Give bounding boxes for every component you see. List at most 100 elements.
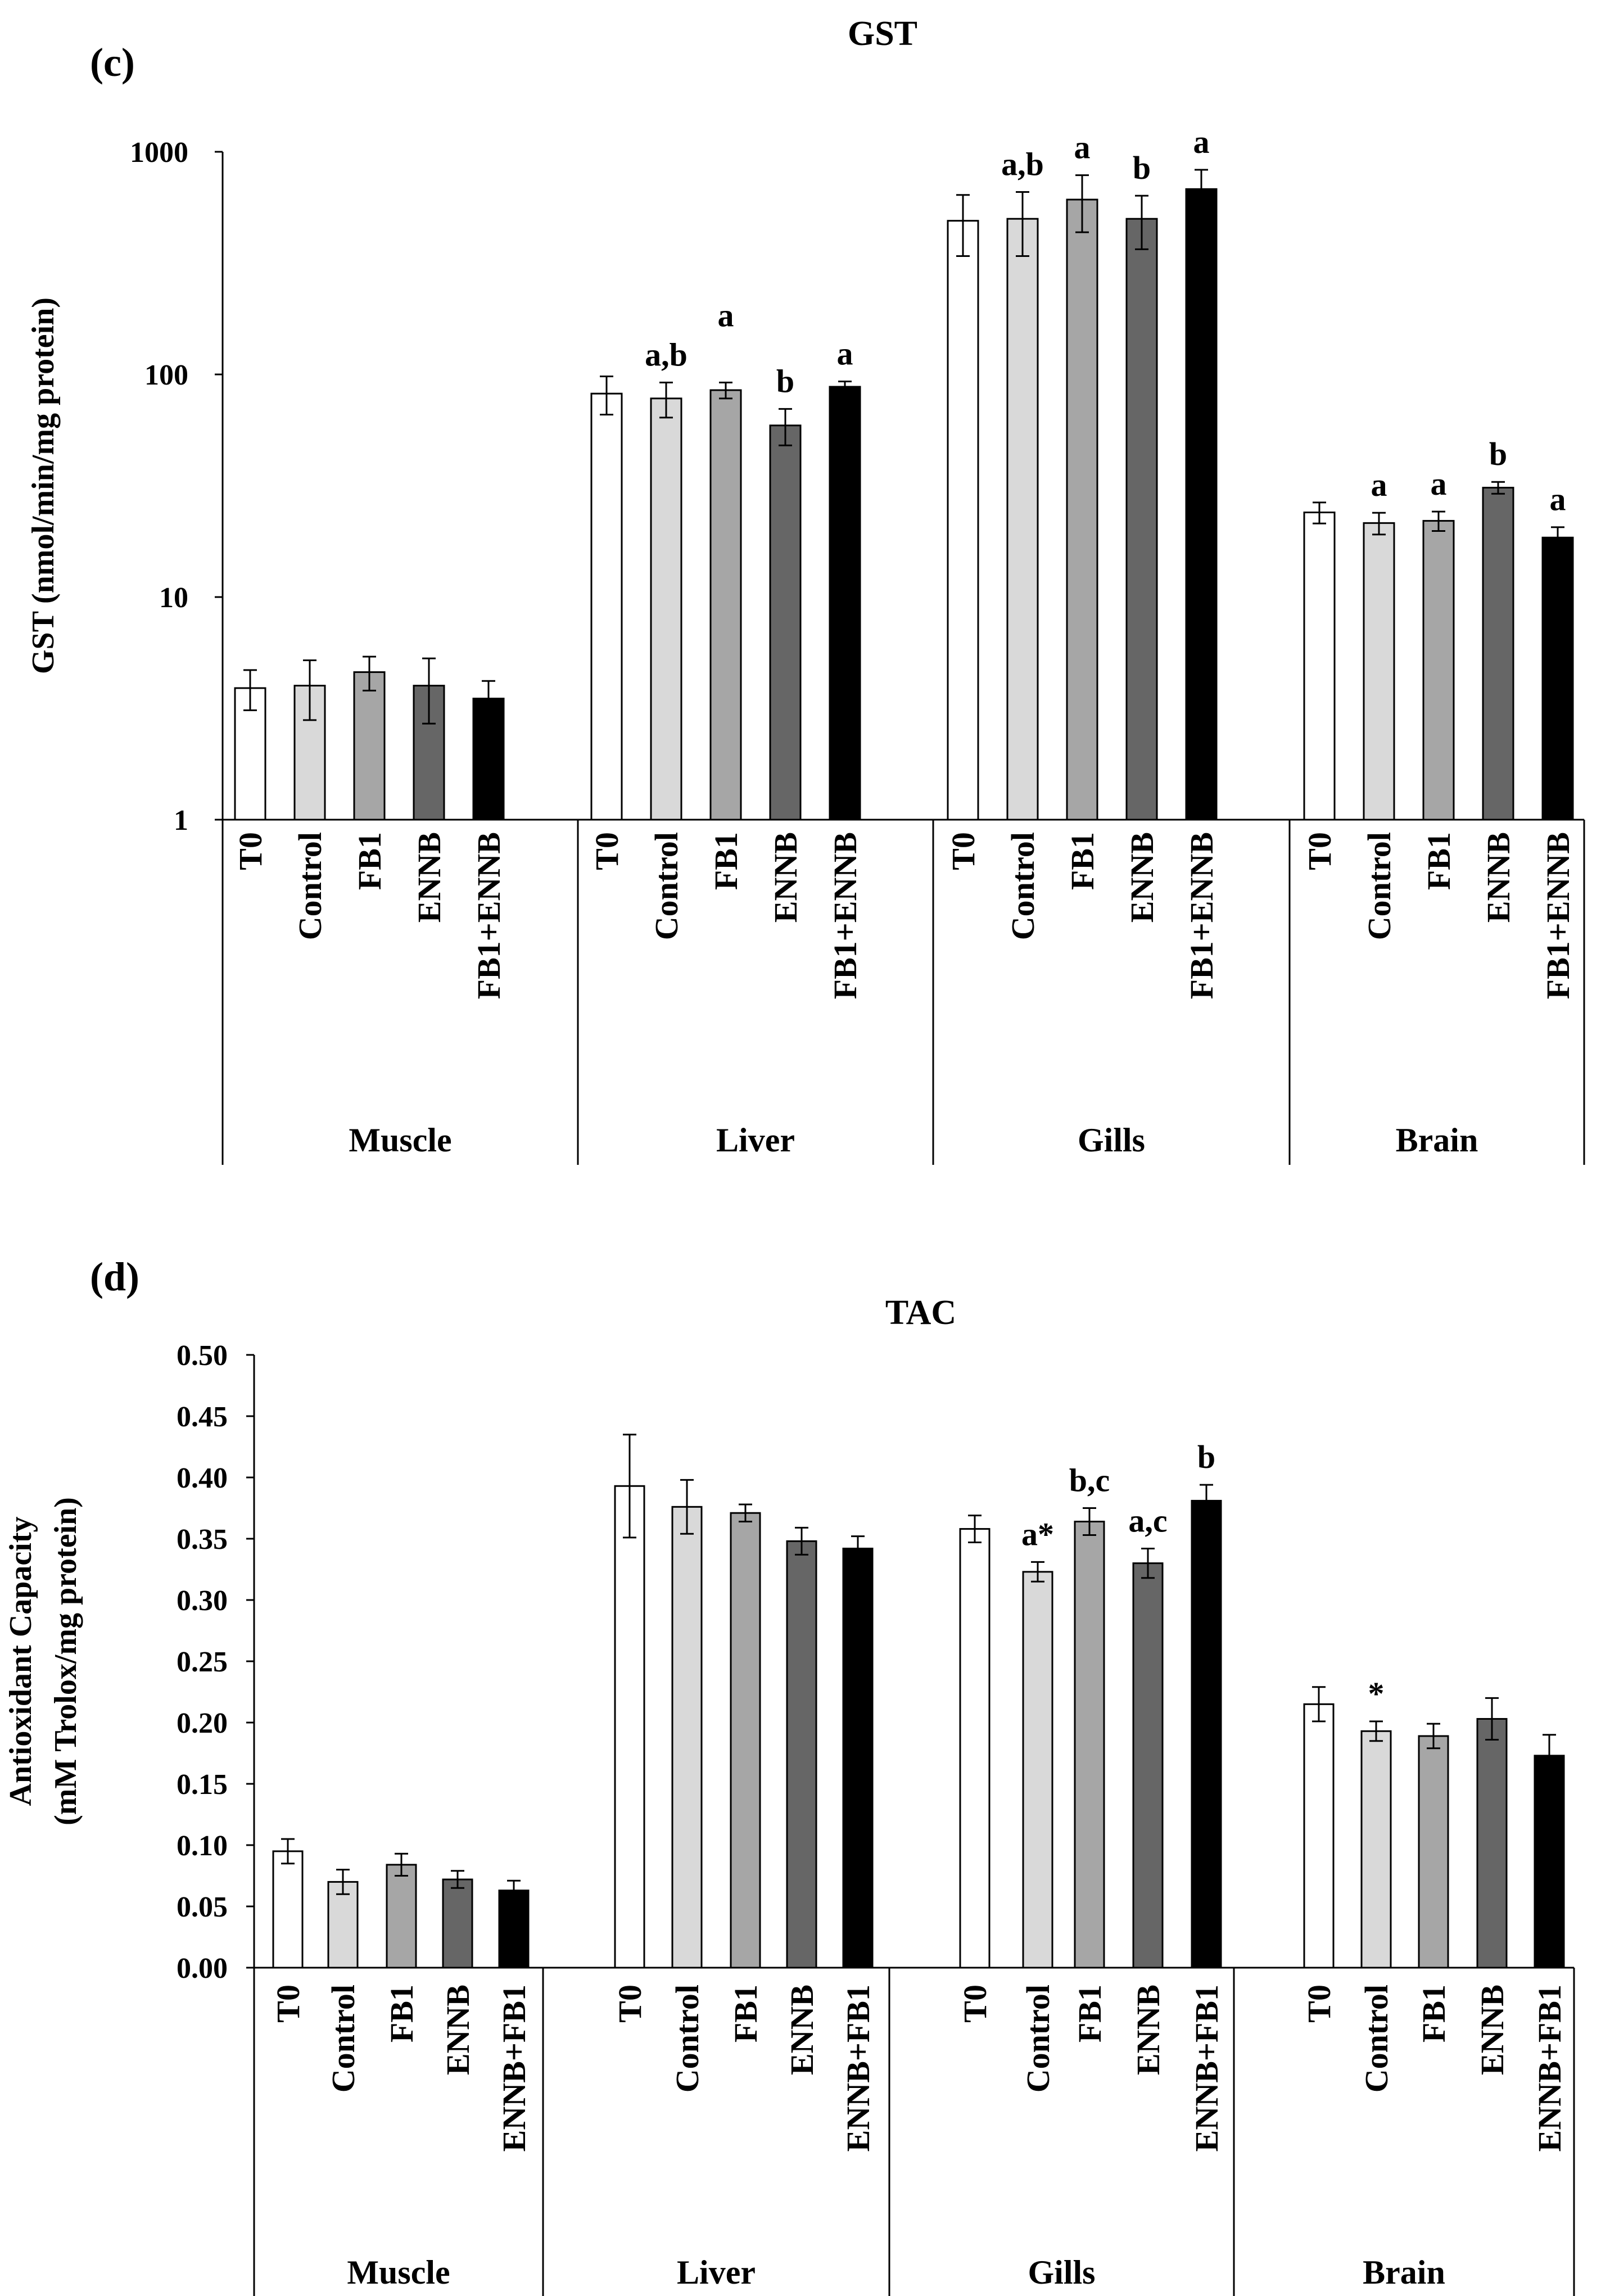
- category-label: ENNB+FB1: [1531, 1985, 1568, 2152]
- y-tick-label: 0.10: [177, 1830, 228, 1862]
- category-label: Control: [1361, 832, 1398, 940]
- significance-label: b: [776, 363, 794, 399]
- significance-label: *: [1368, 1675, 1385, 1712]
- significance-label: a: [837, 335, 853, 372]
- category-label: ENNB: [784, 1985, 820, 2075]
- bar: [386, 1864, 417, 1969]
- category-label: T0: [1301, 832, 1338, 870]
- bar: [353, 671, 386, 821]
- category-label: T0: [1301, 1985, 1337, 2023]
- bar: [842, 1547, 874, 1969]
- bar: [1422, 519, 1455, 821]
- bar: [650, 397, 682, 821]
- bar: [730, 1512, 761, 1969]
- significance-label: a: [1193, 124, 1210, 160]
- category-label: FB1: [1415, 1985, 1452, 2042]
- group-label: Liver: [716, 1122, 795, 1159]
- category-label: FB1: [1071, 1985, 1108, 2042]
- category-label: Control: [1020, 1985, 1056, 2092]
- bar: [786, 1540, 817, 1969]
- significance-label: a,b: [1001, 146, 1044, 182]
- bar: [1534, 1755, 1565, 1969]
- category-label: Control: [648, 832, 685, 940]
- y-axis-label: GST (nmol/min/mg protein): [26, 297, 61, 674]
- chart-title: TAC: [885, 1294, 956, 1332]
- significance-label: a: [1371, 467, 1387, 503]
- y-tick-label: 0.30: [177, 1585, 228, 1617]
- category-label: FB1+ENNB: [1540, 832, 1576, 999]
- category-label: T0: [612, 1985, 648, 2023]
- category-label: ENNB: [440, 1985, 476, 2075]
- bar: [1191, 1499, 1222, 1969]
- bar: [614, 1485, 645, 1969]
- y-tick-label: 1000: [130, 137, 188, 169]
- y-axis-label-line2: (mM Trolox/mg protein): [48, 1497, 83, 1825]
- y-tick-label: 0.40: [177, 1462, 228, 1494]
- category-label: ENNB: [1480, 832, 1517, 923]
- significance-label: a*: [1021, 1516, 1054, 1552]
- category-label: FB1: [727, 1985, 764, 2042]
- y-tick-label: 0.50: [177, 1340, 228, 1372]
- significance-label: b,c: [1069, 1462, 1110, 1499]
- group-label: Gills: [1028, 2254, 1095, 2291]
- bar: [709, 389, 742, 821]
- y-tick-label: 0.15: [177, 1769, 228, 1801]
- significance-label: b: [1197, 1439, 1215, 1475]
- y-tick-label: 0.25: [177, 1646, 228, 1678]
- category-label: ENNB: [411, 832, 447, 923]
- bar: [671, 1506, 703, 1969]
- bar: [959, 1528, 991, 1969]
- category-label: ENNB: [767, 832, 804, 923]
- significance-label: a: [1431, 465, 1447, 502]
- y-tick-label: 10: [159, 582, 188, 614]
- category-label: FB1: [351, 832, 388, 890]
- bar: [769, 424, 802, 821]
- y-tick-label: 0.20: [177, 1707, 228, 1739]
- bar: [1125, 218, 1158, 821]
- bar: [1360, 1730, 1392, 1969]
- bar: [1132, 1562, 1164, 1969]
- significance-label: a: [1550, 481, 1566, 518]
- y-tick-label: 0.00: [177, 1952, 228, 1985]
- bar: [327, 1881, 359, 1969]
- y-tick-label: 0.35: [177, 1524, 228, 1556]
- bar: [1363, 522, 1395, 821]
- category-label: Control: [325, 1985, 361, 2092]
- bar: [1006, 218, 1039, 821]
- group-label: Muscle: [347, 2254, 450, 2291]
- category-label: Control: [292, 832, 328, 940]
- group-label: Muscle: [349, 1122, 451, 1159]
- bar: [1418, 1735, 1449, 1969]
- category-label: FB1+ENNB: [471, 832, 507, 999]
- bar: [1303, 511, 1336, 821]
- category-label: FB1: [1064, 832, 1101, 890]
- bar: [947, 220, 979, 821]
- category-label: ENNB+FB1: [496, 1985, 532, 2152]
- group-label: Brain: [1363, 2254, 1445, 2291]
- category-label: ENNB: [1130, 1985, 1166, 2075]
- significance-label: a: [1074, 129, 1091, 166]
- significance-label: a: [718, 297, 734, 333]
- bar: [1303, 1703, 1335, 1969]
- group-label: Brain: [1396, 1122, 1478, 1159]
- bar: [829, 386, 861, 821]
- group-label: Gills: [1078, 1122, 1145, 1159]
- bar: [1066, 198, 1098, 821]
- category-label: Control: [1005, 832, 1041, 940]
- category-label: FB1: [1421, 832, 1457, 890]
- category-label: Control: [669, 1985, 705, 2092]
- category-label: FB1+ENNB: [1183, 832, 1220, 999]
- category-label: FB1: [708, 832, 744, 890]
- bar: [1074, 1520, 1105, 1969]
- panel-label: (d): [90, 1254, 139, 1299]
- category-label: FB1+ENNB: [827, 832, 863, 999]
- chart-title: GST: [848, 15, 917, 53]
- category-label: ENNB+FB1: [1188, 1985, 1225, 2152]
- category-label: ENNB: [1124, 832, 1160, 923]
- significance-label: b: [1133, 150, 1151, 186]
- category-label: T0: [270, 1985, 306, 2023]
- group-label: Liver: [677, 2254, 756, 2291]
- significance-label: a,c: [1128, 1502, 1167, 1539]
